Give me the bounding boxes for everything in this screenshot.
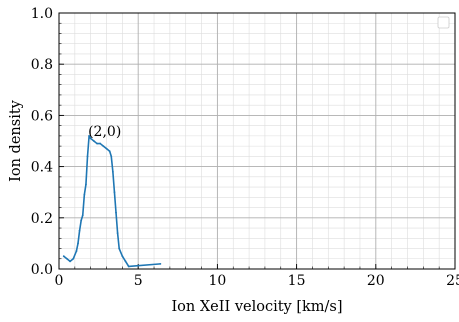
data-point xyxy=(118,247,121,250)
y-tick-label: 0.6 xyxy=(31,108,53,124)
data-point xyxy=(99,142,102,145)
data-point xyxy=(81,214,84,217)
data-point xyxy=(113,191,116,194)
plot-frame xyxy=(58,12,456,270)
tick-labels: 0 5 10 15 20 25 0.0 0.2 0.4 0.6 0.8 1.0 xyxy=(31,6,459,289)
peak-annotation: (2,0) xyxy=(88,124,121,140)
data-point xyxy=(83,193,86,196)
series-line xyxy=(63,135,161,268)
data-point xyxy=(62,255,65,258)
data-point xyxy=(108,150,111,153)
minor-gridlines xyxy=(58,12,456,270)
data-point xyxy=(102,145,105,148)
data-point xyxy=(159,262,162,265)
y-tick-label: 0.0 xyxy=(31,262,53,278)
data-point xyxy=(80,219,83,222)
x-tick-label: 0 xyxy=(55,273,64,289)
axis-ticks xyxy=(58,12,456,270)
y-tick-label: 1.0 xyxy=(31,6,53,22)
series-lines xyxy=(62,134,162,268)
legend-box xyxy=(437,16,450,29)
annotations: (2,0) xyxy=(88,124,121,140)
data-point xyxy=(92,140,95,142)
data-point xyxy=(75,250,78,252)
data-point xyxy=(105,147,108,150)
x-tick-label: 10 xyxy=(208,273,226,289)
x-axis-label: Ion XeII velocity [km/s] xyxy=(171,299,342,315)
x-tick-label: 15 xyxy=(288,273,306,289)
y-axis-label: Ion density xyxy=(8,99,24,182)
data-point xyxy=(111,170,114,173)
y-tick-label: 0.4 xyxy=(31,160,53,176)
data-point xyxy=(77,242,79,245)
data-point xyxy=(110,155,113,158)
data-point xyxy=(85,183,87,186)
y-tick-label: 0.8 xyxy=(31,57,53,73)
data-point xyxy=(88,134,90,137)
data-point xyxy=(96,142,98,145)
data-point xyxy=(69,260,71,263)
data-point xyxy=(66,257,68,260)
data-point xyxy=(72,257,75,260)
data-point xyxy=(78,229,81,232)
major-gridlines xyxy=(58,12,456,270)
data-point xyxy=(115,211,117,214)
data-point xyxy=(86,155,89,158)
x-tick-label: 5 xyxy=(134,273,143,289)
x-tick-label: 25 xyxy=(446,273,459,289)
x-tick-label: 20 xyxy=(367,273,385,289)
y-tick-label: 0.2 xyxy=(31,211,53,227)
data-point xyxy=(121,255,124,258)
data-point xyxy=(89,137,92,140)
data-point xyxy=(116,232,119,235)
data-point xyxy=(124,260,127,263)
data-point xyxy=(127,265,130,268)
